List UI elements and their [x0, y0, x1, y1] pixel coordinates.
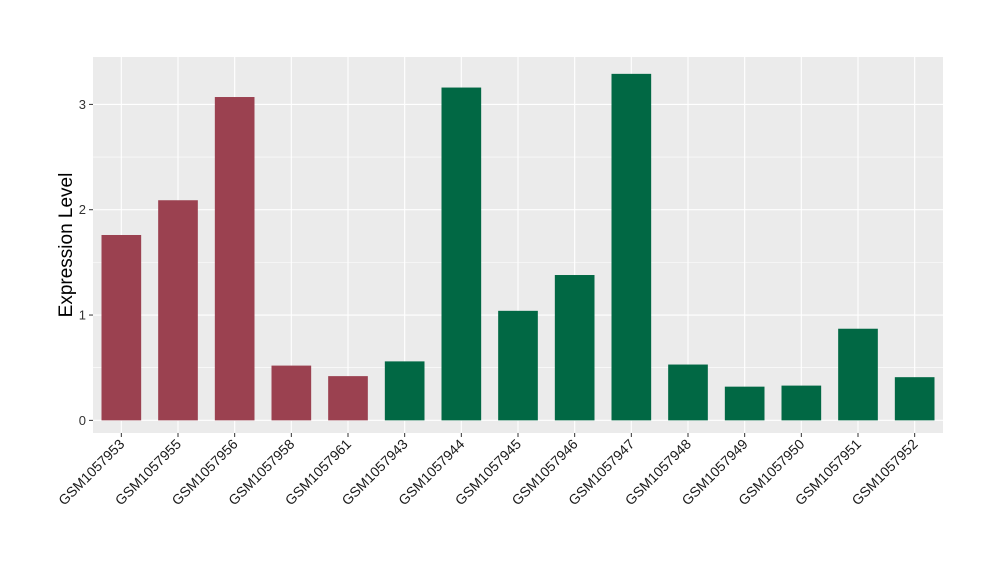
bar: [384, 361, 425, 421]
y-axis: 0 1 2 3: [79, 97, 93, 428]
bar: [611, 73, 652, 421]
bars: [101, 73, 935, 421]
y-tick-label: 2: [79, 202, 86, 217]
bar: [158, 200, 198, 421]
x-axis: GSM1057953GSM1057955GSM1057956GSM1057958…: [55, 433, 921, 508]
bar: [271, 365, 312, 421]
bar: [214, 97, 255, 421]
bar: [554, 275, 595, 421]
y-tick-label: 3: [79, 97, 86, 112]
bar: [894, 377, 935, 421]
bar: [441, 87, 482, 421]
y-axis-title: Expression Level: [56, 173, 77, 318]
y-tick-label: 1: [79, 308, 86, 323]
bar: [781, 385, 822, 421]
bar: [838, 328, 878, 421]
bar: [724, 386, 765, 421]
bar: [101, 234, 142, 421]
bar: [498, 310, 538, 421]
bar: [328, 376, 368, 421]
y-tick-label: 0: [79, 413, 86, 428]
bar: [668, 364, 708, 421]
